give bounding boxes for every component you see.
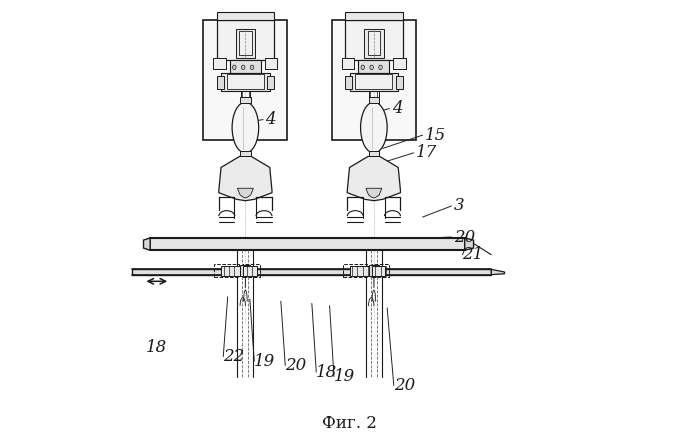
Text: 4: 4 bbox=[391, 100, 402, 117]
Bar bbox=[267, 76, 274, 89]
Ellipse shape bbox=[370, 65, 373, 70]
Bar bbox=[243, 266, 257, 276]
Bar bbox=[359, 60, 389, 73]
Bar bbox=[240, 97, 251, 103]
Bar bbox=[236, 29, 255, 58]
Bar bbox=[345, 20, 403, 60]
Bar bbox=[355, 74, 392, 89]
Text: 21: 21 bbox=[463, 246, 484, 263]
Bar bbox=[364, 29, 384, 58]
Text: 19: 19 bbox=[334, 368, 355, 385]
Text: 17: 17 bbox=[416, 144, 437, 161]
Text: 18: 18 bbox=[145, 339, 167, 356]
Bar bbox=[350, 73, 398, 91]
Bar bbox=[372, 266, 385, 276]
Bar bbox=[342, 58, 354, 69]
Text: 3: 3 bbox=[454, 198, 464, 214]
Bar bbox=[368, 151, 379, 156]
Polygon shape bbox=[219, 156, 272, 201]
Ellipse shape bbox=[233, 65, 236, 70]
Bar bbox=[240, 265, 250, 276]
Bar bbox=[203, 20, 287, 140]
Text: 19: 19 bbox=[254, 353, 275, 369]
Bar bbox=[243, 264, 260, 277]
Polygon shape bbox=[366, 188, 382, 198]
Ellipse shape bbox=[232, 102, 259, 153]
Bar bbox=[394, 58, 405, 69]
Text: 4: 4 bbox=[266, 111, 276, 128]
Text: 20: 20 bbox=[285, 357, 307, 374]
Polygon shape bbox=[238, 188, 253, 198]
Polygon shape bbox=[491, 269, 505, 275]
Bar bbox=[221, 266, 242, 276]
Polygon shape bbox=[465, 238, 473, 250]
Bar bbox=[132, 269, 491, 275]
Bar bbox=[213, 58, 226, 69]
Text: 15: 15 bbox=[425, 127, 446, 144]
Polygon shape bbox=[347, 156, 401, 201]
Bar bbox=[345, 76, 352, 89]
Text: 20: 20 bbox=[454, 229, 475, 245]
Bar bbox=[372, 264, 389, 277]
Text: 22: 22 bbox=[223, 348, 245, 365]
Bar bbox=[217, 12, 274, 20]
Bar bbox=[239, 31, 252, 55]
Bar bbox=[265, 58, 278, 69]
Bar bbox=[150, 238, 465, 250]
Ellipse shape bbox=[361, 65, 365, 70]
Text: 18: 18 bbox=[316, 364, 338, 381]
Ellipse shape bbox=[379, 65, 382, 70]
Bar bbox=[368, 97, 379, 103]
Ellipse shape bbox=[361, 102, 387, 153]
Bar bbox=[226, 74, 264, 89]
Bar bbox=[217, 76, 224, 89]
Bar bbox=[350, 266, 370, 276]
Bar bbox=[368, 31, 380, 55]
Bar bbox=[217, 20, 274, 60]
Polygon shape bbox=[143, 238, 150, 250]
Bar bbox=[240, 151, 251, 156]
Bar bbox=[396, 76, 403, 89]
Bar bbox=[345, 12, 403, 20]
Ellipse shape bbox=[250, 65, 254, 70]
Text: Фиг. 2: Фиг. 2 bbox=[322, 415, 377, 432]
Bar bbox=[369, 265, 379, 276]
Bar bbox=[215, 264, 239, 277]
Text: 20: 20 bbox=[394, 377, 415, 394]
Bar bbox=[332, 20, 416, 140]
Bar bbox=[343, 264, 367, 277]
Ellipse shape bbox=[241, 65, 245, 70]
Bar bbox=[230, 60, 261, 73]
Bar bbox=[221, 73, 270, 91]
